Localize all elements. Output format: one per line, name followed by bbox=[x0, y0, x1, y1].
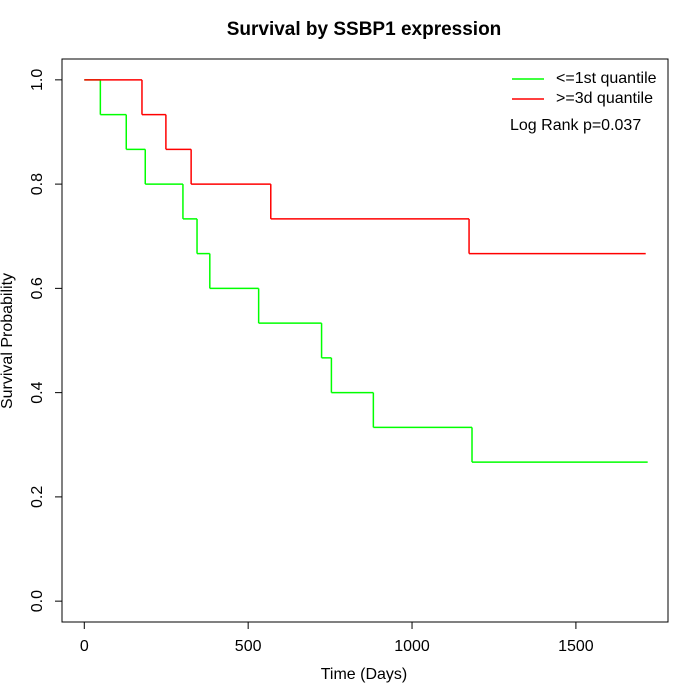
y-tick-label: 0.6 bbox=[29, 277, 46, 299]
y-tick-label: 0.2 bbox=[29, 486, 46, 508]
x-tick-label: 1500 bbox=[558, 638, 594, 655]
x-axis-label: Time (Days) bbox=[321, 666, 408, 683]
x-tick-label: 500 bbox=[235, 638, 262, 655]
y-axis-label: Survival Probability bbox=[0, 273, 16, 409]
y-tick-label: 1.0 bbox=[29, 69, 46, 91]
chart-title: Survival by SSBP1 expression bbox=[227, 19, 502, 40]
x-tick-label: 1000 bbox=[394, 638, 430, 655]
y-tick-label: 0.0 bbox=[29, 590, 46, 612]
y-tick-label: 0.4 bbox=[29, 381, 46, 403]
x-tick-label: 0 bbox=[80, 638, 89, 655]
legend-label: >=3d quantile bbox=[556, 90, 653, 107]
plot-frame bbox=[61, 58, 669, 623]
y-tick-label: 0.8 bbox=[29, 173, 46, 195]
annotation: Log Rank p=0.037 bbox=[510, 117, 641, 134]
legend-label: <=1st quantile bbox=[556, 70, 657, 87]
